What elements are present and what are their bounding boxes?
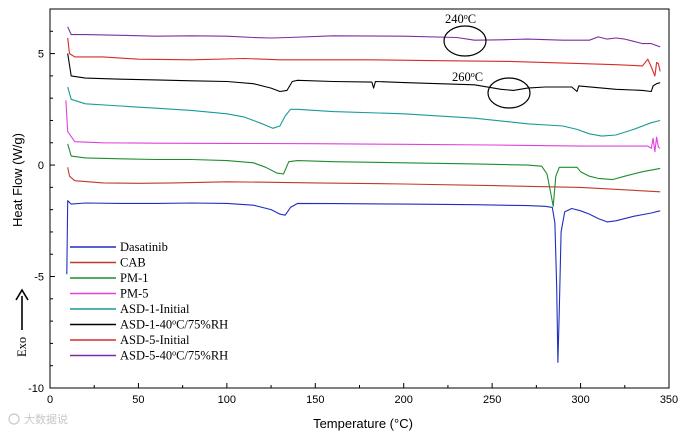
watermark-text: 大数据说 bbox=[24, 412, 68, 426]
series-line-0 bbox=[66, 200, 661, 363]
legend-label: PM-1 bbox=[120, 271, 148, 285]
x-tick-label: 250 bbox=[483, 394, 501, 406]
legend-label: PM-5 bbox=[120, 287, 148, 301]
series-layer bbox=[65, 26, 661, 363]
y-tick-label: 5 bbox=[38, 49, 44, 61]
watermark-logo-icon bbox=[8, 413, 20, 425]
legend-label: ASD-1-40oC/75%RH bbox=[120, 318, 228, 332]
x-tick-label: 300 bbox=[571, 394, 589, 406]
y-tick-label: -5 bbox=[34, 272, 44, 284]
peak-annotations: 240oC 260oC bbox=[443, 12, 531, 109]
legend-label: ASD-5-40oC/75%RH bbox=[120, 349, 228, 363]
legend-label: Dasatinib bbox=[120, 240, 168, 254]
legend-label: ASD-1-Initial bbox=[120, 302, 190, 316]
plot-background bbox=[50, 9, 669, 388]
x-tick-label: 50 bbox=[132, 394, 144, 406]
y-tick-label: 0 bbox=[38, 160, 44, 172]
y-axis: 5 0 -5 -10 bbox=[28, 8, 55, 395]
series-line-4 bbox=[67, 86, 661, 137]
exo-label: Exo bbox=[15, 337, 29, 357]
series-line-1 bbox=[67, 167, 661, 193]
y-axis-title: Heat Flow (W/g) bbox=[10, 133, 25, 227]
annotation-circle-240 bbox=[443, 25, 487, 57]
x-axis-title: Temperature (°C) bbox=[313, 416, 413, 431]
series-line-5 bbox=[67, 53, 661, 93]
x-tick-label: 200 bbox=[395, 394, 413, 406]
x-axis: 0 50 100 150 200 250 300 350 bbox=[47, 383, 678, 406]
series-line-2 bbox=[67, 143, 661, 207]
series-line-3 bbox=[65, 100, 661, 153]
x-tick-label: 0 bbox=[47, 394, 53, 406]
exo-arrow-head bbox=[15, 288, 29, 301]
exo-indicator: Exo bbox=[15, 288, 29, 357]
annotation-label-260: 260oC bbox=[452, 70, 483, 84]
legend-label: ASD-5-Initial bbox=[120, 333, 190, 347]
legend-label: CAB bbox=[120, 256, 146, 270]
x-tick-label: 350 bbox=[660, 394, 678, 406]
x-tick-label: 150 bbox=[306, 394, 324, 406]
annotation-circle-260 bbox=[487, 77, 531, 109]
annotation-label-240: 240oC bbox=[445, 12, 476, 26]
y-tick-label: -10 bbox=[28, 383, 44, 395]
series-line-7 bbox=[67, 26, 661, 48]
series-line-6 bbox=[67, 37, 661, 77]
watermark: 大数据说 bbox=[8, 412, 68, 426]
x-tick-label: 100 bbox=[218, 394, 236, 406]
